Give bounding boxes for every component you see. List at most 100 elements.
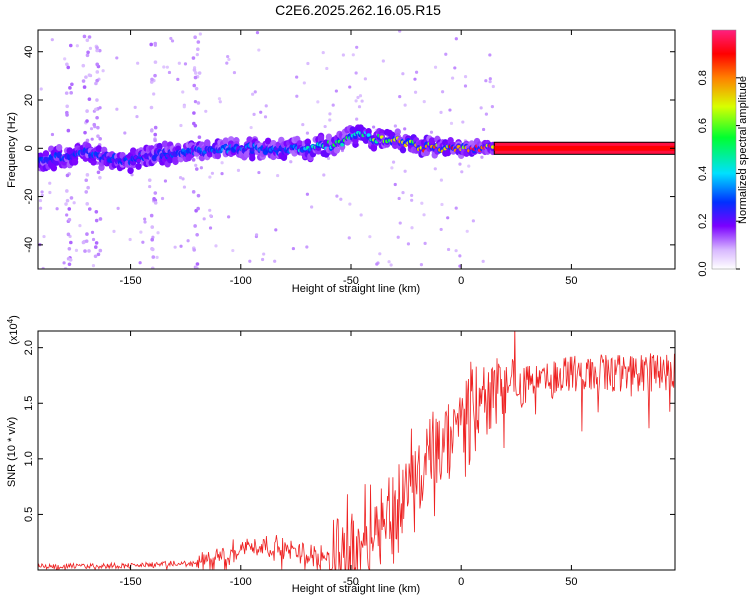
heatmap-noise-cell (150, 225, 155, 229)
heatmap-noise-cell (94, 81, 98, 86)
heatmap-noise-cell (89, 127, 94, 131)
heatmap-noise-cell (48, 190, 52, 195)
heatmap-noise-cell (199, 166, 203, 170)
heatmap-noise-cell (192, 68, 197, 72)
heatmap-noise-cell (334, 89, 338, 93)
heatmap-noise-cell (454, 206, 458, 210)
heatmap-noise-cell (149, 105, 154, 110)
heatmap-noise-cell (85, 53, 90, 58)
heatmap-y-tick-label: 0 (23, 145, 35, 151)
heatmap-noise-cell (248, 259, 252, 263)
heatmap-noise-cell (84, 75, 88, 79)
heatmap-noise-cell (169, 36, 173, 41)
heatmap-noise-cell (260, 257, 265, 262)
heatmap-noise-cell (70, 82, 74, 87)
heatmap-noise-cell (454, 37, 458, 41)
heatmap-noise-cell (42, 234, 46, 239)
heatmap-noise-cell (214, 244, 218, 248)
heatmap-noise-cell (91, 237, 96, 242)
heatmap-noise-cell (209, 214, 213, 218)
heatmap-cell (135, 162, 142, 170)
heatmap-noise-cell (357, 105, 362, 109)
heatmap-noise-cell (78, 224, 82, 228)
heatmap-noise-cell (162, 65, 166, 69)
heatmap-noise-cell (68, 43, 73, 48)
heatmap-cell (428, 137, 436, 145)
snr-y-tick-label: 1.0 (23, 451, 35, 466)
heatmap-cell (222, 137, 229, 145)
heatmap-noise-cell (328, 112, 332, 116)
heatmap-noise-cell (196, 101, 201, 105)
heatmap-noise-cell (422, 100, 426, 104)
heatmap-noise-cell (264, 104, 268, 108)
heatmap-noise-cell (226, 54, 230, 59)
heatmap-cell (71, 158, 79, 166)
heatmap-noise-cell (406, 242, 411, 246)
heatmap-noise-cell (465, 229, 469, 233)
heatmap-noise-cell (202, 217, 206, 221)
heatmap-cell (365, 128, 372, 136)
heatmap-noise-cell (488, 53, 492, 57)
heatmap-noise-cell (393, 124, 397, 128)
heatmap-noise-cell (481, 259, 485, 263)
heatmap-noise-cell (439, 110, 443, 115)
colorbar: 0.0 0.2 0.4 0.6 0.8 Normalized spectral ampl… (697, 29, 749, 277)
heatmap-noise-cell (198, 32, 202, 36)
heatmap-noise-cell (471, 219, 475, 223)
heatmap-noise-cell (135, 114, 139, 119)
heatmap-noise-cell (463, 75, 468, 79)
heatmap-noise-cell (358, 94, 363, 98)
heatmap-noise-cell (160, 196, 165, 201)
heatmap-noise-cell (156, 231, 160, 235)
heatmap-noise-cell (149, 80, 154, 84)
heatmap-noise-cell (85, 232, 89, 236)
heatmap-noise-cell (355, 117, 359, 121)
heatmap-noise-cell (147, 178, 152, 182)
heatmap-noise-cell (82, 34, 87, 39)
heatmap-noise-cell (91, 264, 96, 268)
colorbar-label: Normalized spectral amplitude (737, 76, 749, 224)
snr-y-tick-label: 0.5 (23, 507, 35, 522)
heatmap-noise-cell (93, 245, 98, 249)
heatmap-noise-cell (75, 44, 79, 48)
heatmap-noise-cell (151, 255, 156, 259)
heatmap-x-tick-label: 0 (458, 275, 464, 287)
heatmap-noise-cell (257, 170, 261, 175)
heatmap-noise-cell (263, 115, 268, 119)
heatmap-noise-cell (378, 252, 382, 256)
heatmap-noise-cell (66, 128, 71, 133)
heatmap-noise-cell (50, 38, 54, 42)
heatmap-noise-cell (170, 39, 175, 43)
heatmap-noise-cell (321, 50, 325, 55)
heatmap-noise-cell (41, 266, 45, 269)
heatmap-noise-cell (453, 66, 457, 70)
heatmap-noise-cell (65, 189, 69, 193)
heatmap-noise-cell (88, 46, 93, 50)
heatmap-noise-cell (449, 121, 454, 125)
heatmap-noise-cell (191, 56, 196, 60)
heatmap-noise-cell (196, 193, 201, 198)
heatmap-noise-cell (354, 71, 358, 75)
heatmap-noise-cell (225, 61, 229, 65)
heatmap-noise-cell (149, 213, 154, 218)
heatmap-noise-cell (368, 235, 372, 239)
heatmap-noise-cell (328, 118, 332, 122)
heatmap-noise-cell (316, 100, 320, 104)
heatmap-noise-cell (193, 75, 198, 80)
heatmap-cell (280, 154, 288, 162)
heatmap-noise-cell (423, 241, 427, 245)
heatmap-noise-cell (262, 252, 266, 256)
heatmap-x-ticks: -150 -100 -50 0 50 (120, 30, 578, 287)
heatmap-noise-cell (490, 105, 494, 109)
heatmap-noise-cell (401, 72, 405, 76)
heatmap-noise-cell (128, 237, 132, 242)
heatmap-noise-cell (181, 177, 185, 181)
heatmap-noise-cell (484, 112, 489, 116)
heatmap-noise-cell (208, 208, 212, 212)
heatmap-cell (50, 164, 58, 172)
heatmap-noise-cell (87, 73, 92, 77)
heatmap-noise-cell (155, 255, 159, 259)
heatmap-noise-cell (153, 73, 157, 78)
heatmap-noise-cell (348, 202, 352, 206)
